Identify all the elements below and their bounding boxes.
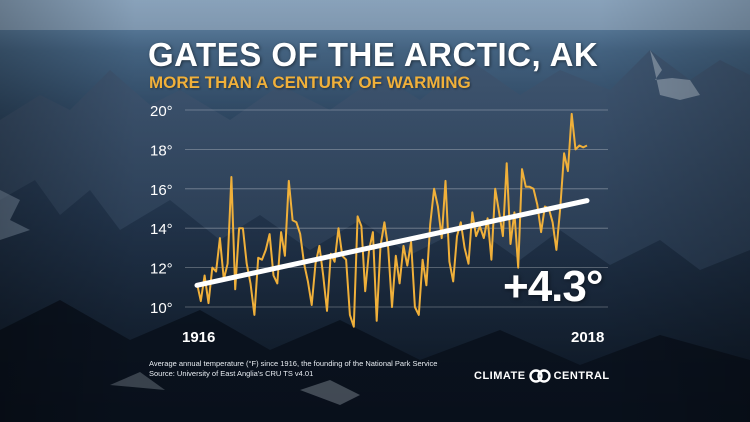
- y-tick-label: 20°: [150, 103, 173, 120]
- climate-central-logo: CLIMATE CENTRAL: [474, 369, 610, 383]
- y-tick-label: 10°: [150, 300, 173, 317]
- temperature-series-line: [196, 112, 588, 328]
- logo-text-left: CLIMATE: [474, 370, 526, 382]
- trend-change-label: +4.3°: [503, 262, 603, 311]
- chart-subtitle: MORE THAN A CENTURY OF WARMING: [149, 73, 471, 92]
- logo-text-right: CENTRAL: [553, 370, 610, 382]
- y-tick-label: 14°: [150, 221, 173, 238]
- trend-line: [194, 198, 590, 288]
- chart-title: GATES OF THE ARCTIC, AK: [148, 36, 599, 73]
- y-tick-label: 16°: [150, 182, 173, 199]
- x-end-year-label: 2018: [571, 329, 605, 346]
- y-tick-label: 12°: [150, 261, 173, 278]
- y-tick-label: 18°: [150, 142, 173, 159]
- chart-source: Source: University of East Anglia's CRU …: [149, 369, 314, 378]
- climate-central-logo-icon: [528, 369, 551, 383]
- chart-note: Average annual temperature (°F) since 19…: [149, 359, 438, 368]
- x-start-year-label: 1916: [182, 329, 216, 346]
